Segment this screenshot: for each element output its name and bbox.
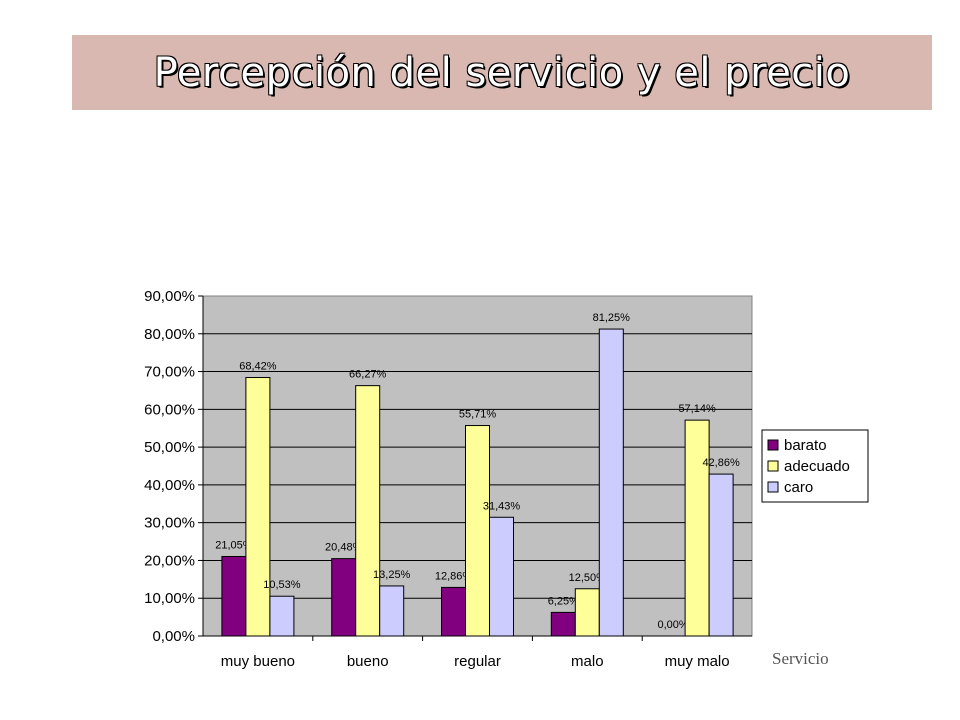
- y-tick-label: 40,00%: [144, 477, 195, 494]
- legend-label: caro: [784, 479, 813, 496]
- data-label: 68,42%: [239, 361, 277, 373]
- y-tick-label: 90,00%: [144, 288, 195, 305]
- data-label: 21,05%: [215, 539, 253, 551]
- data-label: 57,14%: [678, 403, 716, 415]
- data-label: 66,27%: [349, 369, 387, 381]
- data-label: 81,25%: [593, 312, 631, 324]
- data-label: 6,25%: [548, 595, 579, 607]
- y-tick-label: 80,00%: [144, 326, 195, 343]
- data-label: 12,50%: [569, 572, 607, 584]
- bar-barato: [221, 555, 247, 637]
- category-label: regular: [454, 653, 501, 670]
- category-label: malo: [571, 653, 604, 670]
- data-label: 55,71%: [459, 409, 497, 421]
- legend-label: adecuado: [784, 458, 850, 475]
- legend-swatch-adecuado: [767, 460, 779, 472]
- data-label: 31,43%: [483, 500, 521, 512]
- title-banner: [72, 35, 932, 110]
- legend-swatch-caro: [767, 481, 779, 493]
- page-title: Percepción del servicio y el precio: [153, 50, 851, 96]
- category-label: muy bueno: [221, 653, 295, 670]
- bar-caro: [489, 516, 514, 637]
- data-label: 42,86%: [702, 457, 740, 469]
- category-label: muy malo: [665, 653, 730, 670]
- x-axis-title: Servicio: [772, 649, 829, 668]
- y-tick-label: 0,00%: [152, 628, 195, 645]
- data-label: 13,25%: [373, 569, 411, 581]
- y-tick-label: 20,00%: [144, 552, 195, 569]
- y-tick-label: 60,00%: [144, 401, 195, 418]
- bar-caro: [379, 585, 405, 637]
- legend-swatch-barato: [767, 439, 779, 451]
- bar-barato: [441, 586, 466, 637]
- bar-barato: [550, 611, 576, 637]
- bar-barato: [331, 558, 357, 637]
- data-label: 0,00%: [657, 619, 688, 631]
- data-label: 10,53%: [263, 579, 301, 591]
- bar-adecuado: [465, 425, 490, 637]
- y-tick-label: 70,00%: [144, 364, 195, 381]
- bar-caro: [269, 595, 295, 637]
- bar-caro: [598, 328, 624, 637]
- data-label: 20,48%: [325, 542, 363, 554]
- category-label: bueno: [347, 653, 389, 670]
- bar-adecuado: [684, 419, 710, 637]
- bar-adecuado: [355, 385, 381, 637]
- bar-adecuado: [574, 588, 600, 637]
- y-tick-label: 10,00%: [144, 590, 195, 607]
- y-tick-label: 30,00%: [144, 515, 195, 532]
- legend: [761, 429, 869, 503]
- legend-label: barato: [784, 437, 827, 454]
- bar-caro: [708, 473, 734, 637]
- data-label: 12,86%: [435, 570, 473, 582]
- bar-adecuado: [245, 377, 271, 637]
- y-tick-label: 50,00%: [144, 439, 195, 456]
